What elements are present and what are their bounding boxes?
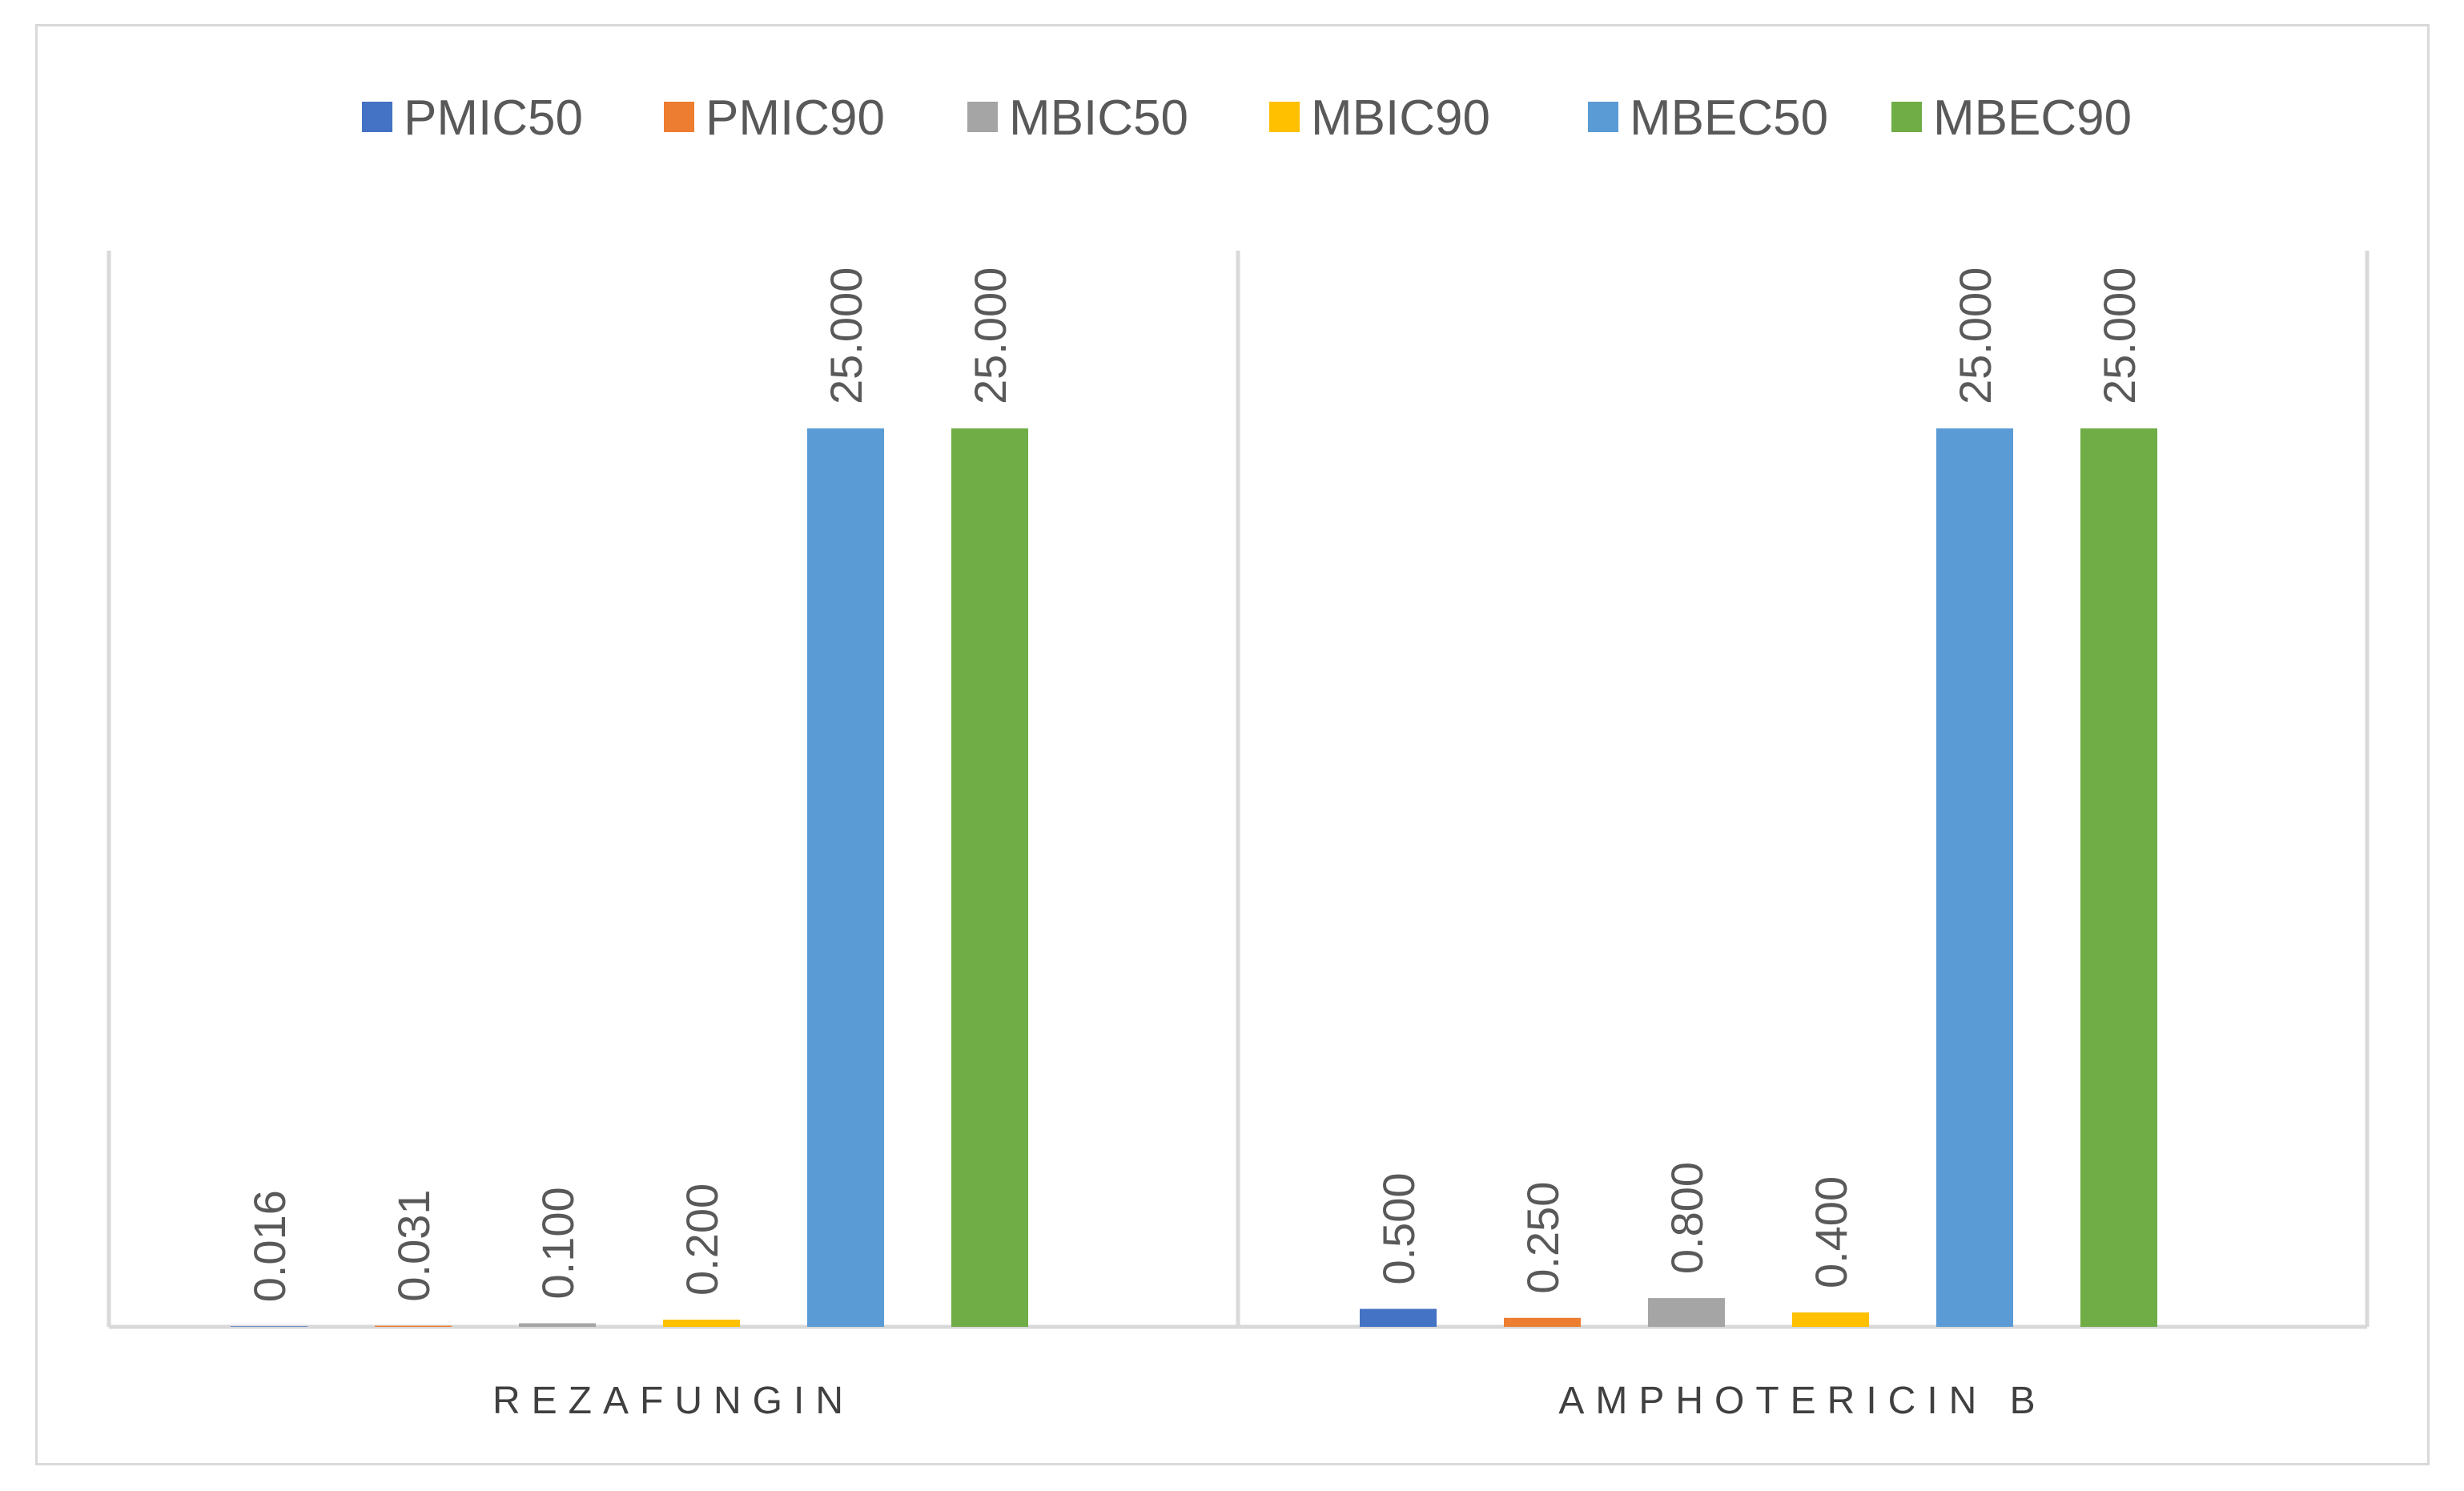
legend-item-mbec50: MBEC50 <box>1588 90 1828 146</box>
data-label: 0.500 <box>1373 1172 1424 1284</box>
legend-item-pmic90: PMIC90 <box>664 90 885 146</box>
bar-mbic90-1 <box>1792 1312 1869 1327</box>
data-label: 0.016 <box>244 1190 295 1302</box>
legend-label: MBIC50 <box>1009 90 1188 146</box>
bar-pmic50-1 <box>1360 1308 1437 1327</box>
legend-item-mbic50: MBIC50 <box>967 90 1188 146</box>
legend-swatch <box>967 102 998 132</box>
category-label: REZAFUNGIN <box>492 1380 854 1422</box>
legend-swatch <box>362 102 392 132</box>
legend-swatch <box>1588 102 1618 132</box>
bar-mbec50-0 <box>807 428 884 1327</box>
data-label: 0.250 <box>1517 1182 1568 1294</box>
data-label: 0.100 <box>533 1187 583 1299</box>
data-labels: 0.016 0.031 0.100 0.200 25.000 25.000 0.500 0.2… <box>244 267 2144 1303</box>
category-axis-labels: REZAFUNGIN AMPHOTERICIN B <box>492 1380 2046 1422</box>
legend-item-mbec90: MBEC90 <box>1891 90 2132 146</box>
data-label: 25.000 <box>965 267 1015 404</box>
bar-pmic90-1 <box>1504 1317 1581 1327</box>
legend: PMIC50 PMIC90 MBIC50 MBIC90 MBEC50 MBEC90 <box>362 90 2132 146</box>
legend-label: MBEC50 <box>1630 90 1828 146</box>
bar-series <box>231 428 2157 1327</box>
data-label: 25.000 <box>2094 267 2144 404</box>
legend-item-pmic50: PMIC50 <box>362 90 583 146</box>
bar-mbec90-0 <box>951 428 1028 1327</box>
bar-mbic90-0 <box>663 1320 740 1327</box>
bar-mbec90-1 <box>2080 428 2157 1327</box>
legend-label: PMIC90 <box>705 90 885 146</box>
bar-mbic50-0 <box>519 1323 596 1327</box>
legend-label: PMIC50 <box>404 90 583 146</box>
legend-swatch <box>1891 102 1922 132</box>
data-label: 0.800 <box>1662 1162 1712 1274</box>
chart-frame <box>35 24 2430 1465</box>
legend-label: MBIC90 <box>1311 90 1490 146</box>
legend-swatch <box>664 102 694 132</box>
bar-pmic90-0 <box>375 1325 452 1327</box>
legend-swatch <box>1269 102 1300 132</box>
bar-mbic50-1 <box>1648 1298 1725 1327</box>
data-label: 0.031 <box>388 1189 439 1301</box>
chart-axes <box>107 251 2370 1329</box>
bar-pmic50-0 <box>231 1326 307 1327</box>
bar-mbec50-1 <box>1936 428 2013 1327</box>
data-label: 0.400 <box>1806 1176 1856 1288</box>
legend-item-mbic90: MBIC90 <box>1269 90 1490 146</box>
data-label: 0.200 <box>677 1184 727 1296</box>
legend-label: MBEC90 <box>1933 90 2132 146</box>
category-label: AMPHOTERICIN B <box>1558 1380 2046 1422</box>
data-label: 25.000 <box>821 267 871 404</box>
data-label: 25.000 <box>1950 267 2000 404</box>
